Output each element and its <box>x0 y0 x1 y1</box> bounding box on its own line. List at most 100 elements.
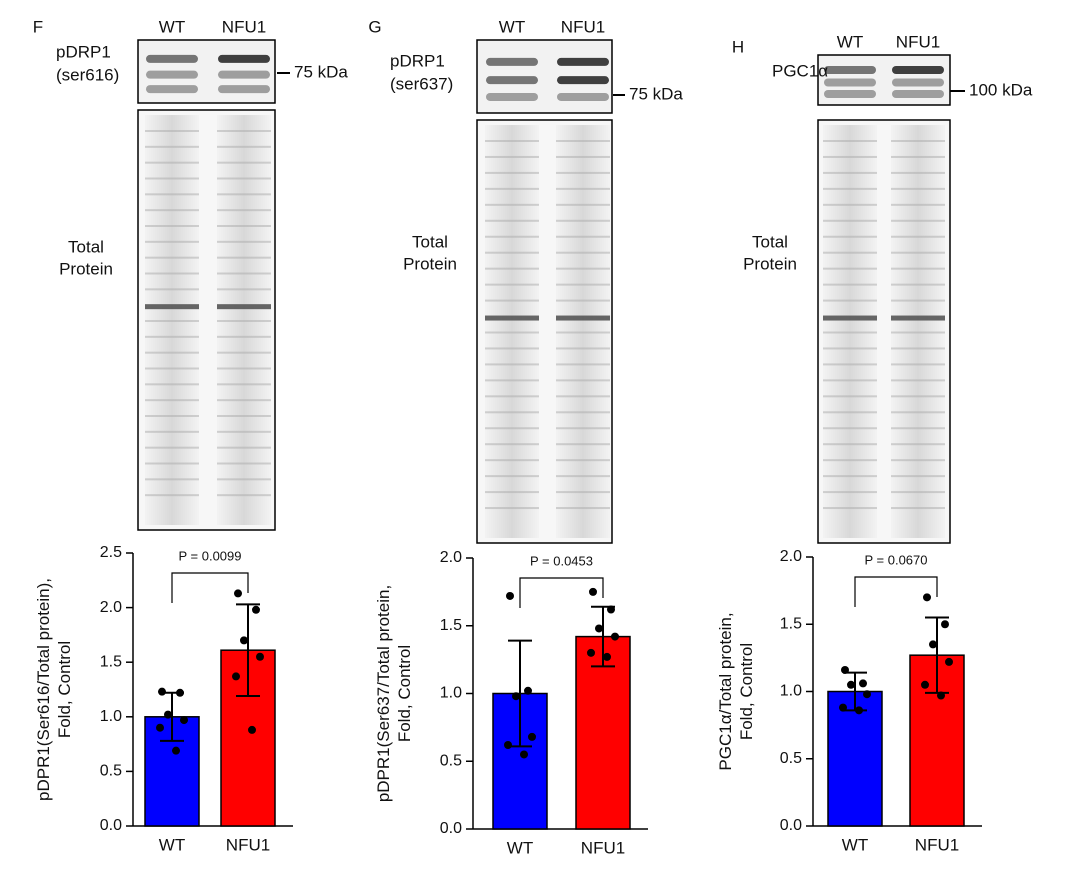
lane-band <box>891 267 945 270</box>
lane-band <box>556 379 610 382</box>
lane-band <box>485 507 539 510</box>
lane-band <box>556 299 610 302</box>
lane-band <box>891 140 945 142</box>
lane-band <box>485 219 539 222</box>
lane-band <box>556 347 610 350</box>
blot-band <box>892 66 944 74</box>
lane-band <box>485 427 539 430</box>
data-point <box>937 691 945 700</box>
lane-band <box>485 331 539 334</box>
lane-band <box>556 283 610 286</box>
x-tick-label: WT <box>507 838 533 857</box>
blot-band <box>146 70 198 79</box>
panel-letter: F <box>33 17 43 36</box>
lane-band <box>891 491 945 494</box>
lane-band <box>823 140 877 142</box>
lane-band <box>217 494 271 497</box>
data-point <box>923 593 931 602</box>
y-tick-label: 2.0 <box>780 548 802 565</box>
lane-band <box>891 475 945 478</box>
lane-band <box>485 235 539 238</box>
y-tick-label: 1.5 <box>440 617 462 634</box>
data-point <box>248 725 256 734</box>
lane-band <box>145 367 199 370</box>
lane-band <box>217 240 271 243</box>
lane-band <box>217 177 271 180</box>
lane-band <box>485 171 539 174</box>
lane-band <box>823 171 877 174</box>
lane-band <box>823 219 877 222</box>
lane-band <box>823 251 877 254</box>
lane-band <box>891 411 945 414</box>
data-point <box>859 679 867 688</box>
data-point <box>240 636 248 645</box>
data-point <box>839 703 847 712</box>
y-axis-label-line: PGC1α/Total protein, <box>716 612 735 770</box>
lane-band <box>145 351 199 354</box>
blot-band <box>146 54 198 63</box>
bar <box>827 690 883 827</box>
lane-band <box>485 267 539 270</box>
lane-band <box>556 427 610 430</box>
blot-band <box>557 57 609 66</box>
lane-band <box>217 430 271 433</box>
marker-label: 100 kDa <box>969 80 1033 99</box>
significance-bracket <box>854 576 938 607</box>
lane-band <box>485 475 539 478</box>
lane-band <box>485 363 539 366</box>
lane-band <box>217 304 271 310</box>
y-axis-label-line: Fold, Control <box>55 641 74 738</box>
lane-band <box>217 225 271 227</box>
blot-band <box>486 92 538 101</box>
y-axis-label: pDPR1(Ser637/Total protein, Fold, Control <box>374 585 414 802</box>
lane-band <box>145 478 199 481</box>
total-label: Total <box>752 232 788 251</box>
lane-band <box>823 443 877 446</box>
y-axis-label: pDPR1(Ser616/Total protein), Fold, Contro… <box>34 578 74 801</box>
lane-band <box>556 140 610 142</box>
data-point <box>512 692 520 701</box>
lane-band <box>145 446 199 449</box>
x-tick-label: NFU1 <box>915 835 959 854</box>
lane-band <box>891 363 945 366</box>
lane-band <box>485 347 539 350</box>
lane-band <box>217 446 271 449</box>
lane-band <box>823 459 877 462</box>
lane-band <box>823 507 877 510</box>
lane-band <box>217 351 271 354</box>
data-point <box>929 640 937 649</box>
lane-band <box>556 395 610 398</box>
lane-band <box>145 145 199 148</box>
lane-band <box>217 462 271 465</box>
protein-label: (ser616) <box>56 65 119 84</box>
blot-band <box>557 76 609 85</box>
lane-band <box>217 367 271 370</box>
data-point <box>180 716 188 725</box>
lane-band <box>823 427 877 430</box>
lane-band <box>891 219 945 222</box>
lane-band <box>217 256 271 259</box>
lane-band <box>823 315 877 321</box>
protein-label: (ser637) <box>390 74 453 93</box>
data-point <box>158 687 166 696</box>
lane-band <box>145 430 199 433</box>
lane-band <box>485 379 539 382</box>
lane-label: WT <box>499 17 525 36</box>
lane-band <box>485 459 539 462</box>
lane-band <box>891 427 945 430</box>
blot-band <box>218 85 270 94</box>
data-point <box>589 587 597 596</box>
blot-band <box>146 85 198 94</box>
data-point <box>603 652 611 661</box>
lane-band <box>823 347 877 350</box>
lane-label: WT <box>159 17 185 36</box>
significance-bracket <box>519 577 604 608</box>
lane-band <box>485 283 539 286</box>
blot-band <box>486 76 538 85</box>
x-tick-label: WT <box>842 835 868 854</box>
lane-band <box>823 379 877 382</box>
lane-band <box>823 155 877 158</box>
y-tick-label: 0.5 <box>780 750 802 767</box>
lane-band <box>891 459 945 462</box>
